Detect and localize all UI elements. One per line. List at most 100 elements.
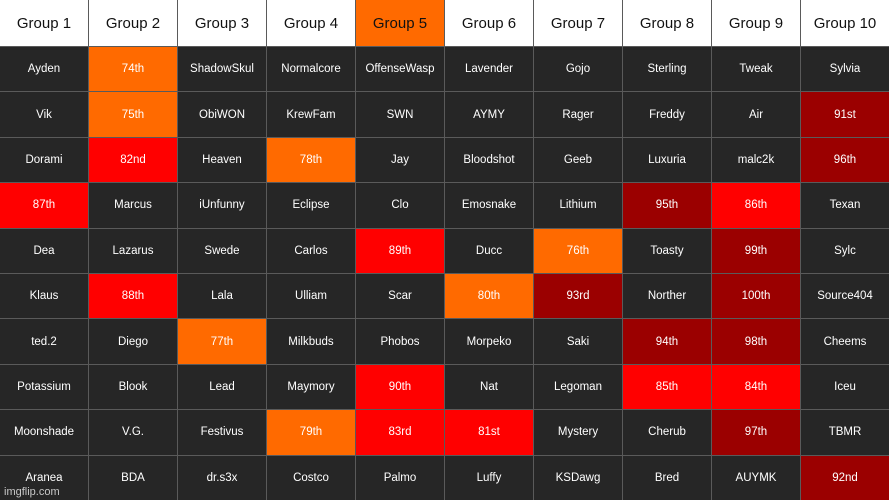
name-cell: Swede (178, 228, 266, 273)
rank-cell: 77th (178, 319, 266, 364)
name-cell: Jay (356, 137, 444, 183)
rank-cell: 75th (89, 92, 177, 137)
name-cell: Toasty (623, 228, 711, 273)
rank-cell: 81st (445, 410, 533, 455)
name-cell: Normalcore (267, 47, 355, 92)
column-header-group-9: Group 9 (712, 0, 800, 46)
name-cell: Vik (0, 92, 88, 137)
name-cell: SWN (356, 92, 444, 137)
name-cell: ted.2 (0, 319, 88, 364)
column-header-group-2: Group 2 (89, 0, 177, 46)
name-cell: Mystery (534, 410, 622, 455)
name-cell: Cherub (623, 410, 711, 455)
name-cell: Cheems (801, 319, 889, 364)
name-cell: Sylc (801, 228, 889, 273)
name-cell: Saki (534, 319, 622, 364)
name-cell: Aranea (0, 455, 88, 500)
name-cell: Palmo (356, 455, 444, 500)
name-cell: Scar (356, 274, 444, 319)
name-cell: Rager (534, 92, 622, 137)
rank-cell: 87th (0, 183, 88, 228)
name-cell: Emosnake (445, 183, 533, 228)
name-cell: Bred (623, 455, 711, 500)
name-cell: Lead (178, 364, 266, 410)
name-cell: Sylvia (801, 47, 889, 92)
name-cell: Heaven (178, 137, 266, 183)
name-cell: ObiWON (178, 92, 266, 137)
rank-cell: 84th (712, 364, 800, 410)
column-header-group-8: Group 8 (623, 0, 711, 46)
name-cell: Festivus (178, 410, 266, 455)
name-cell: Geeb (534, 137, 622, 183)
column-header-group-4: Group 4 (267, 0, 355, 46)
rank-cell: 79th (267, 410, 355, 455)
name-cell: Morpeko (445, 319, 533, 364)
name-cell: Freddy (623, 92, 711, 137)
name-cell: Eclipse (267, 183, 355, 228)
name-cell: Legoman (534, 364, 622, 410)
name-cell: Marcus (89, 183, 177, 228)
name-cell: Clo (356, 183, 444, 228)
name-cell: Lazarus (89, 228, 177, 273)
name-cell: KSDawg (534, 455, 622, 500)
name-cell: AYMY (445, 92, 533, 137)
rank-cell: 82nd (89, 137, 177, 183)
column-header-group-1: Group 1 (0, 0, 88, 46)
rank-cell: 83rd (356, 410, 444, 455)
name-cell: Potassium (0, 364, 88, 410)
watermark: imgflip.com (4, 486, 60, 498)
rank-cell: 76th (534, 228, 622, 273)
name-cell: Ulliam (267, 274, 355, 319)
name-cell: Dea (0, 228, 88, 273)
name-cell: Lala (178, 274, 266, 319)
name-cell: dr.s3x (178, 455, 266, 500)
name-cell: Dorami (0, 137, 88, 183)
rank-cell: 88th (89, 274, 177, 319)
rank-cell: 91st (801, 92, 889, 137)
name-cell: Diego (89, 319, 177, 364)
name-cell: Milkbuds (267, 319, 355, 364)
name-cell: Air (712, 92, 800, 137)
name-cell: Carlos (267, 228, 355, 273)
name-cell: Costco (267, 455, 355, 500)
name-cell: Ducc (445, 228, 533, 273)
column-header-group-6: Group 6 (445, 0, 533, 46)
name-cell: V.G. (89, 410, 177, 455)
rank-cell: 74th (89, 47, 177, 92)
name-cell: Phobos (356, 319, 444, 364)
name-cell: iUnfunny (178, 183, 266, 228)
rank-cell: 78th (267, 137, 355, 183)
name-cell: BDA (89, 455, 177, 500)
column-header-group-3: Group 3 (178, 0, 266, 46)
name-cell: Nat (445, 364, 533, 410)
name-cell: Gojo (534, 47, 622, 92)
name-cell: Maymory (267, 364, 355, 410)
name-cell: Bloodshot (445, 137, 533, 183)
name-cell: Sterling (623, 47, 711, 92)
name-cell: Lithium (534, 183, 622, 228)
name-cell: Iceu (801, 364, 889, 410)
rank-cell: 99th (712, 228, 800, 273)
name-cell: Source404 (801, 274, 889, 319)
rank-cell: 85th (623, 364, 711, 410)
name-cell: KrewFam (267, 92, 355, 137)
rank-cell: 80th (445, 274, 533, 319)
name-cell: Luxuria (623, 137, 711, 183)
name-cell: Luffy (445, 455, 533, 500)
rank-cell: 98th (712, 319, 800, 364)
name-cell: Tweak (712, 47, 800, 92)
column-header-group-7: Group 7 (534, 0, 622, 46)
rank-cell: 92nd (801, 455, 889, 500)
rank-cell: 86th (712, 183, 800, 228)
name-cell: ShadowSkul (178, 47, 266, 92)
name-cell: Lavender (445, 47, 533, 92)
rank-cell: 90th (356, 364, 444, 410)
rank-cell: 96th (801, 137, 889, 183)
name-cell: Moonshade (0, 410, 88, 455)
name-cell: Klaus (0, 274, 88, 319)
name-cell: malc2k (712, 137, 800, 183)
name-cell: Ayden (0, 47, 88, 92)
name-cell: AUYMK (712, 455, 800, 500)
rank-cell: 94th (623, 319, 711, 364)
name-cell: OffenseWasp (356, 47, 444, 92)
